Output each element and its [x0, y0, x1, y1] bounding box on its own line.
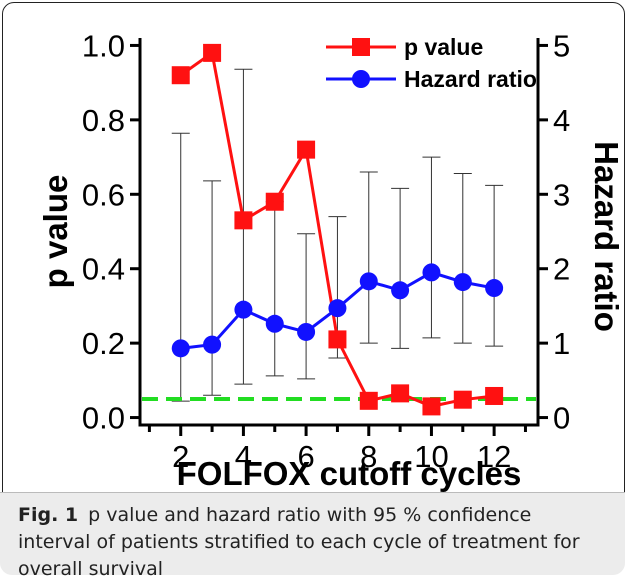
p-value-point	[234, 211, 253, 230]
hazard-ratio-point	[234, 300, 253, 319]
x-tick-label: 12	[477, 439, 511, 474]
legend-marker	[352, 38, 370, 56]
y-left-tick-label: 0.8	[82, 103, 125, 138]
hazard-ratio-point	[453, 273, 472, 292]
hazard-ratio-point	[391, 281, 410, 300]
y-left-tick-label: 0.2	[82, 326, 125, 361]
x-tick-label: 2	[172, 439, 189, 474]
y-right-tick-label: 5	[553, 28, 570, 63]
caption-text: p value and hazard ratio with 95 % confi…	[18, 504, 580, 580]
y-right-tick-label: 3	[553, 177, 570, 212]
hazard-ratio-point	[359, 272, 378, 291]
x-axis-title: FOLFOX cutoff cycles	[177, 455, 522, 492]
y-left-tick-label: 0.4	[82, 252, 125, 287]
x-tick-label: 8	[360, 439, 377, 474]
series-group	[171, 43, 504, 416]
y-left-tick-label: 0.0	[82, 401, 125, 436]
p-value-point	[359, 391, 378, 410]
hazard-ratio-point	[328, 299, 347, 318]
y-right-tick-label: 0	[553, 401, 570, 436]
x-tick-label: 10	[414, 439, 448, 474]
x-tick-label: 6	[297, 439, 314, 474]
y-left-tick-label: 0.6	[82, 177, 125, 212]
x-tick-label: 4	[235, 439, 252, 474]
p-value-point	[265, 192, 284, 211]
hazard-ratio-point	[297, 322, 316, 341]
p-value-point	[297, 140, 316, 159]
p-value-point	[422, 397, 441, 416]
legend-label: Hazard ratio	[404, 66, 537, 92]
p-value-point	[453, 390, 472, 409]
y-axis-left-title: p value	[37, 175, 74, 289]
p-value-point	[328, 330, 347, 349]
legend-label: p value	[404, 34, 483, 60]
p-value-point	[391, 384, 410, 403]
y-right-tick-label: 4	[553, 103, 570, 138]
y-axis-right-title: Hazard ratio	[588, 141, 625, 332]
figure-frame	[2, 2, 625, 571]
hazard-ratio-point	[171, 339, 190, 358]
confidence-intervals	[171, 68, 504, 402]
hazard-ratio-point	[422, 263, 441, 282]
y-right-tick-label: 2	[553, 252, 570, 287]
y-right-tick-label: 1	[553, 326, 570, 361]
hazard-ratio-point	[485, 279, 504, 298]
legend-marker	[352, 70, 370, 88]
p-value-point	[203, 43, 222, 62]
hazard-ratio-point	[265, 314, 284, 333]
p-value-point	[485, 386, 504, 405]
p-value-point	[171, 66, 190, 85]
caption-label: Fig. 1	[18, 504, 79, 526]
y-left-tick-label: 1.0	[82, 28, 125, 63]
legend: p value Hazard ratio	[326, 34, 537, 92]
hazard-ratio-point	[203, 335, 222, 354]
